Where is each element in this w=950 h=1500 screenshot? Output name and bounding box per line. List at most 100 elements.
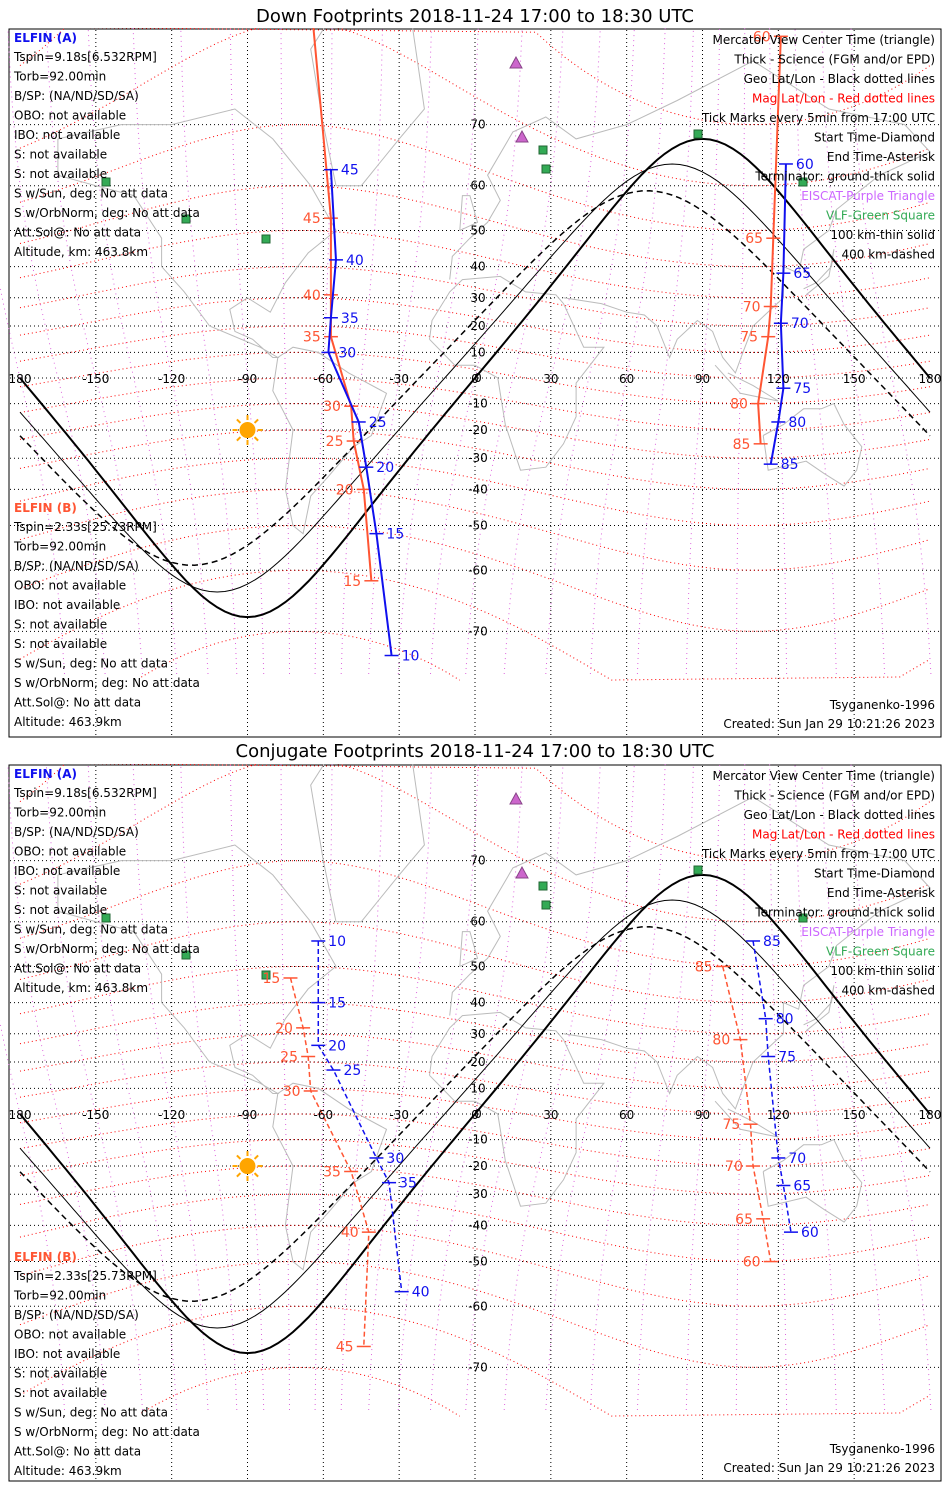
legend-entry: 100 km-thin solid (830, 964, 935, 978)
info-line: OBO: not available (14, 1328, 126, 1342)
mag-latitude-line (19, 351, 931, 405)
legend-entry: 400 km-dashed (841, 248, 935, 262)
mag-latitude-line (19, 764, 931, 862)
mag-latitude-line (19, 764, 931, 923)
info-line: IBO: not available (14, 864, 120, 878)
elfin-a-track (752, 940, 792, 1233)
tick-label: 75 (740, 330, 758, 346)
tick-label: 70 (743, 300, 761, 316)
lat-tick-label: 50 (470, 959, 485, 973)
vlf-square-icon (261, 234, 271, 244)
lon-tick-label: 30 (543, 1108, 558, 1122)
panel-frame (8, 764, 942, 1482)
lat-tick-label: -30 (468, 451, 488, 465)
mag-latitude-line (19, 266, 931, 327)
mag-longitude-line (850, 28, 932, 675)
mag-latitude-line (19, 28, 931, 126)
info-line: S: not available (14, 148, 107, 162)
tick-label: 70 (725, 1159, 743, 1175)
coastline (57, 844, 337, 1094)
legend-entry: End Time-Asterisk (827, 150, 935, 164)
eiscat-triangle-icon (515, 865, 529, 879)
legend-entry: Mercator View Center Time (triangle) (713, 769, 935, 783)
lat-tick-label: 0 (474, 1107, 482, 1121)
tick-label: 25 (343, 1063, 361, 1079)
info-line: Att.Sol@: No att data (14, 1445, 141, 1459)
info-text: ELFIN (A) Tspin=9.18s[6.532RPM] Torb=92.00… (13, 767, 935, 1478)
lat-tick-label: 20 (470, 319, 485, 333)
legend-entry: EISCAT-Purple Triangle (801, 189, 935, 203)
tick-label: 45 (336, 1339, 354, 1355)
lon-tick-label: 120 (767, 1108, 790, 1122)
info-line: S: not available (14, 884, 107, 898)
info-line: S: not available (14, 1367, 107, 1381)
ground-sites (101, 791, 808, 1182)
info-line: Altitude: 463.9km (14, 1464, 122, 1478)
info-line: B/SP: (NA/ND/SD/SA) (14, 89, 139, 103)
tick-label: 65 (793, 1178, 811, 1194)
tick-label: 15 (328, 996, 346, 1012)
tick-label: 35 (399, 1176, 417, 1192)
terminator-ground (19, 137, 931, 619)
map-panel-down: 50 45 40 35 30 25 20 15 60 65 70 75 80 85 45 40 35 30 25 20… (0, 28, 942, 738)
tick-label: 85 (733, 437, 751, 453)
satellite-name: ELFIN (B) (14, 1250, 77, 1264)
mag-latitude-line (19, 860, 931, 967)
coastline (449, 60, 931, 280)
coastline (563, 151, 931, 374)
tick-label: 25 (369, 415, 387, 431)
lon-tick-label: -90 (238, 372, 258, 386)
sun-icon (232, 1151, 263, 1182)
axis-labels: 180 -150 -120 -90 -60 -30 0 30 60 90 120 150 180 70 60… (9, 854, 942, 1375)
legend-entry: 100 km-thin solid (830, 228, 935, 242)
info-line: Tspin=9.18s[6.532RPM] (13, 786, 157, 800)
lon-tick-label: -30 (389, 372, 409, 386)
lon-tick-label: 150 (843, 372, 866, 386)
info-line: IBO: not available (14, 1347, 120, 1361)
ground-sites (101, 55, 808, 446)
vlf-square-icon (101, 177, 111, 187)
footprint-tracks: 15 20 25 30 35 40 45 85 80 75 70 65 60 10 15 20 25 30 35 40… (262, 934, 818, 1355)
tick-label: 40 (412, 1285, 430, 1301)
info-line: Torb=92.00min (13, 70, 106, 84)
vlf-square-icon (181, 950, 191, 960)
vlf-square-icon (538, 145, 548, 155)
legend-entry: Start Time-Diamond (814, 867, 935, 881)
legend-entry: Terminator: ground-thick solid (754, 170, 935, 184)
coastline (272, 1082, 388, 1271)
mag-longitude-line (589, 28, 666, 675)
tick-label: 30 (386, 1151, 404, 1167)
model-label: Tsyganenko-1996 (829, 1442, 935, 1456)
lat-tick-label: 10 (470, 1081, 485, 1095)
tick-label: 30 (323, 399, 341, 415)
lon-tick-label: -60 (314, 372, 334, 386)
eiscat-triangle-icon (509, 791, 523, 805)
footprint-tracks: 50 45 40 35 30 25 20 15 60 65 70 75 80 85 45 40 35 30 25 20… (303, 28, 814, 665)
legend-entry: Thick - Science (FGM and/or EPD) (733, 789, 935, 803)
mag-latitude-line (19, 457, 931, 526)
lat-tick-label: 60 (470, 179, 485, 193)
legend-entry: Geo Lat/Lon - Black dotted lines (744, 808, 935, 822)
info-line: B/SP: (NA/ND/SD/SA) (14, 559, 139, 573)
lat-tick-label: -10 (468, 1133, 488, 1147)
lat-tick-label: 30 (470, 1027, 485, 1041)
info-line: OBO: not available (14, 845, 126, 859)
info-line: IBO: not available (14, 598, 120, 612)
tick-label: 85 (695, 959, 713, 975)
legend-entry: Terminator: ground-thick solid (754, 906, 935, 920)
lat-tick-label: 40 (470, 996, 485, 1010)
terminator-400km (19, 190, 931, 566)
info-line: S w/Sun, deg: No att data (14, 923, 168, 937)
coastline (449, 796, 931, 1016)
tick-label: 70 (791, 316, 809, 332)
info-line: S w/OrbNorm, deg: No att data (14, 942, 200, 956)
geo-grid (10, 766, 940, 1480)
mag-latitude-line (19, 1224, 931, 1307)
terminator-ground (19, 873, 931, 1355)
tick-label: 80 (788, 415, 806, 431)
tick-label: 25 (280, 1050, 298, 1066)
vlf-square-icon (101, 913, 111, 923)
mag-grid (0, 764, 932, 1417)
tick-label: 60 (801, 1225, 819, 1241)
tick-label: 45 (341, 163, 359, 179)
